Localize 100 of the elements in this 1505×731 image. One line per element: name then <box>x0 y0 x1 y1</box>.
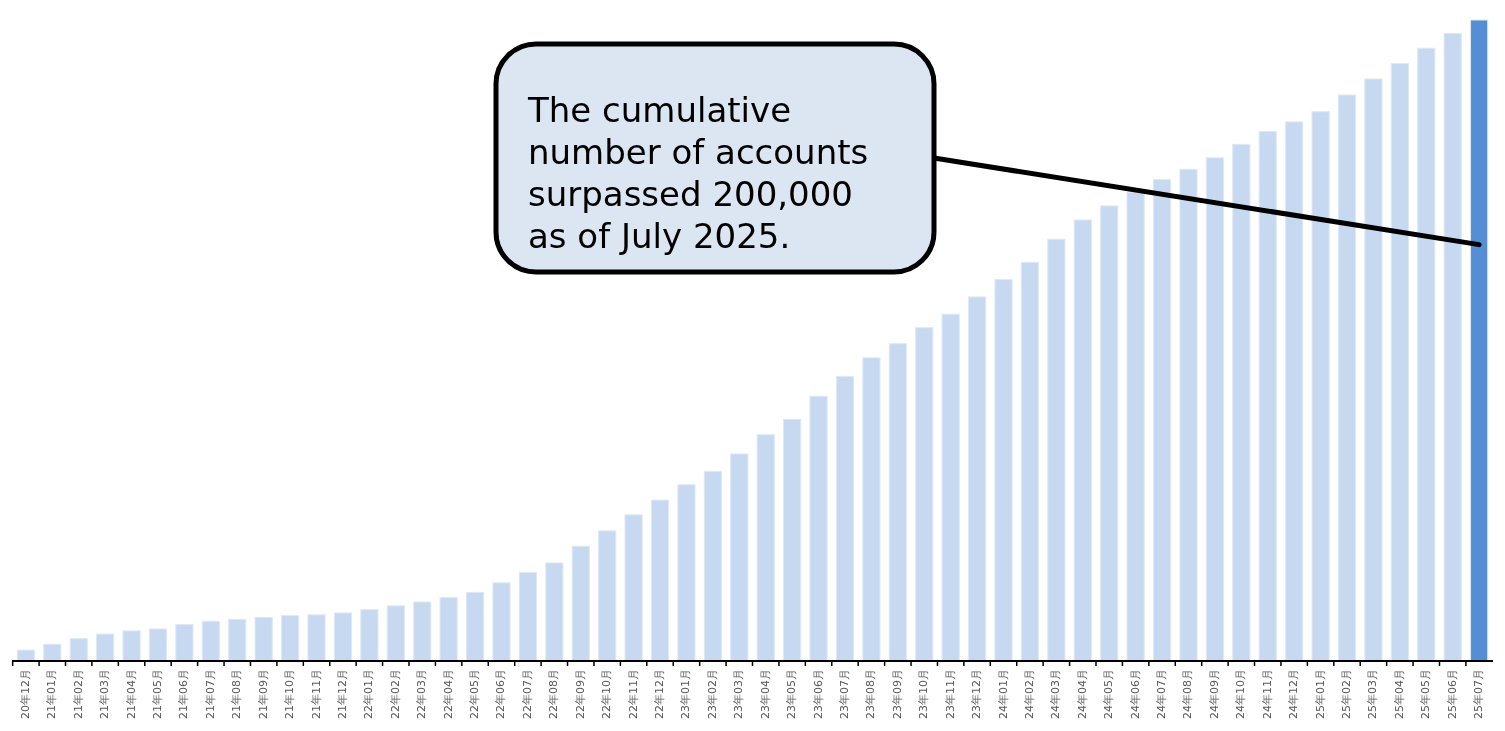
x-tick-label: 21年05月 <box>150 669 164 719</box>
x-tick-label: 22年09月 <box>573 669 587 719</box>
x-tick-label: 21年01月 <box>45 669 59 719</box>
x-tick-label: 24年11月 <box>1260 669 1274 719</box>
bar <box>1390 63 1409 662</box>
bar <box>228 618 247 662</box>
x-tick-label: 24年10月 <box>1234 669 1248 719</box>
bar <box>783 418 802 662</box>
x-tick-label: 24年08月 <box>1181 669 1195 719</box>
x-tick-label: 23年09月 <box>890 669 904 719</box>
x-tick-label: 22年08月 <box>547 669 561 719</box>
x-tick-label: 24年03月 <box>1049 669 1063 719</box>
bar <box>809 395 828 662</box>
x-tick-label: 21年04月 <box>124 669 138 719</box>
bar <box>1258 131 1277 662</box>
bar <box>862 357 881 662</box>
bar <box>1047 238 1066 662</box>
bar <box>545 562 564 662</box>
x-tick-label: 23年07月 <box>837 669 851 719</box>
x-tick-label: 25年07月 <box>1472 669 1486 719</box>
bar <box>915 327 934 662</box>
bar <box>333 612 353 662</box>
bar <box>730 453 749 662</box>
x-tick-label: 23年11月 <box>943 669 957 719</box>
bar <box>16 649 35 662</box>
bar <box>888 343 907 662</box>
x-tick-label: 21年06月 <box>177 669 191 719</box>
bar <box>413 601 432 662</box>
annotation: The cumulative number of accounts surpassed 200,000 as of July 2025. <box>527 90 869 256</box>
x-tick-label: 24年04月 <box>1075 669 1089 719</box>
x-tick-label: 25年04月 <box>1392 669 1406 719</box>
x-tick-label: 25年06月 <box>1445 669 1459 719</box>
x-tick-label: 24年01月 <box>996 669 1010 719</box>
bar <box>994 279 1013 662</box>
bar <box>148 628 168 662</box>
x-tick-label: 25年05月 <box>1419 669 1433 719</box>
bar <box>1337 94 1357 662</box>
x-tick-label: 21年03月 <box>98 669 112 719</box>
x-tick-label: 22年12月 <box>653 669 667 719</box>
x-tick-label: 24年02月 <box>1022 669 1036 719</box>
bar <box>281 614 300 662</box>
x-tick-label: 25年03月 <box>1366 669 1380 719</box>
bar <box>201 620 220 662</box>
bar <box>386 605 405 662</box>
bar <box>756 434 775 662</box>
bar <box>1285 121 1304 662</box>
bar <box>1205 157 1224 662</box>
bar <box>1232 143 1251 662</box>
x-tick-label: 24年06月 <box>1128 669 1142 719</box>
bar <box>69 638 88 662</box>
x-tick-label: 22年06月 <box>494 669 508 719</box>
x-tick-label: 22年10月 <box>600 669 614 719</box>
bar <box>1470 19 1489 662</box>
x-tick-label: 24年09月 <box>1207 669 1221 719</box>
x-tick-label: 21年10月 <box>283 669 297 719</box>
bar <box>1179 168 1198 662</box>
x-tick-label: 21年08月 <box>230 669 244 719</box>
bar <box>835 375 855 662</box>
bar <box>439 597 458 662</box>
bar <box>1417 47 1436 662</box>
bar <box>96 633 115 662</box>
bar <box>122 630 141 662</box>
x-tick-label: 23年12月 <box>970 669 984 719</box>
bar <box>175 623 194 662</box>
bar <box>571 545 590 662</box>
bar <box>677 484 696 662</box>
x-tick-label: 23年02月 <box>705 669 719 719</box>
x-tick-label: 22年11月 <box>626 669 640 719</box>
bar <box>43 643 62 662</box>
bar <box>307 614 326 662</box>
x-tick-label: 23年10月 <box>917 669 931 719</box>
x-tick-label: 23年08月 <box>864 669 878 719</box>
x-tick-label: 23年06月 <box>811 669 825 719</box>
bar <box>1126 191 1145 662</box>
x-tick-label: 21年02月 <box>71 669 85 719</box>
x-tick-label: 23年05月 <box>785 669 799 719</box>
bar <box>703 470 722 662</box>
x-tick-label: 21年12月 <box>335 669 349 719</box>
bar <box>518 572 537 662</box>
x-tick-label: 22年02月 <box>388 669 402 719</box>
bar <box>1100 205 1119 662</box>
x-tick-label: 24年07月 <box>1155 669 1169 719</box>
bar <box>492 582 511 662</box>
x-tick-label: 25年02月 <box>1340 669 1354 719</box>
x-tick-label: 23年03月 <box>732 669 746 719</box>
bar <box>624 514 643 662</box>
x-tick-label: 22年04月 <box>441 669 455 719</box>
bar <box>360 609 379 662</box>
bar <box>941 313 960 662</box>
bar <box>1073 219 1092 662</box>
x-tick-label: 21年11月 <box>309 669 323 719</box>
bar <box>1364 78 1383 662</box>
x-tick-label: 22年07月 <box>520 669 534 719</box>
x-tick-label: 24年05月 <box>1102 669 1116 719</box>
bar <box>598 530 617 662</box>
x-tick-label: 22年03月 <box>415 669 429 719</box>
x-tick-label: 20年12月 <box>18 669 32 719</box>
x-tick-label: 23年04月 <box>758 669 772 719</box>
x-tick-label: 21年09月 <box>256 669 270 719</box>
x-tick-label: 24年12月 <box>1287 669 1301 719</box>
